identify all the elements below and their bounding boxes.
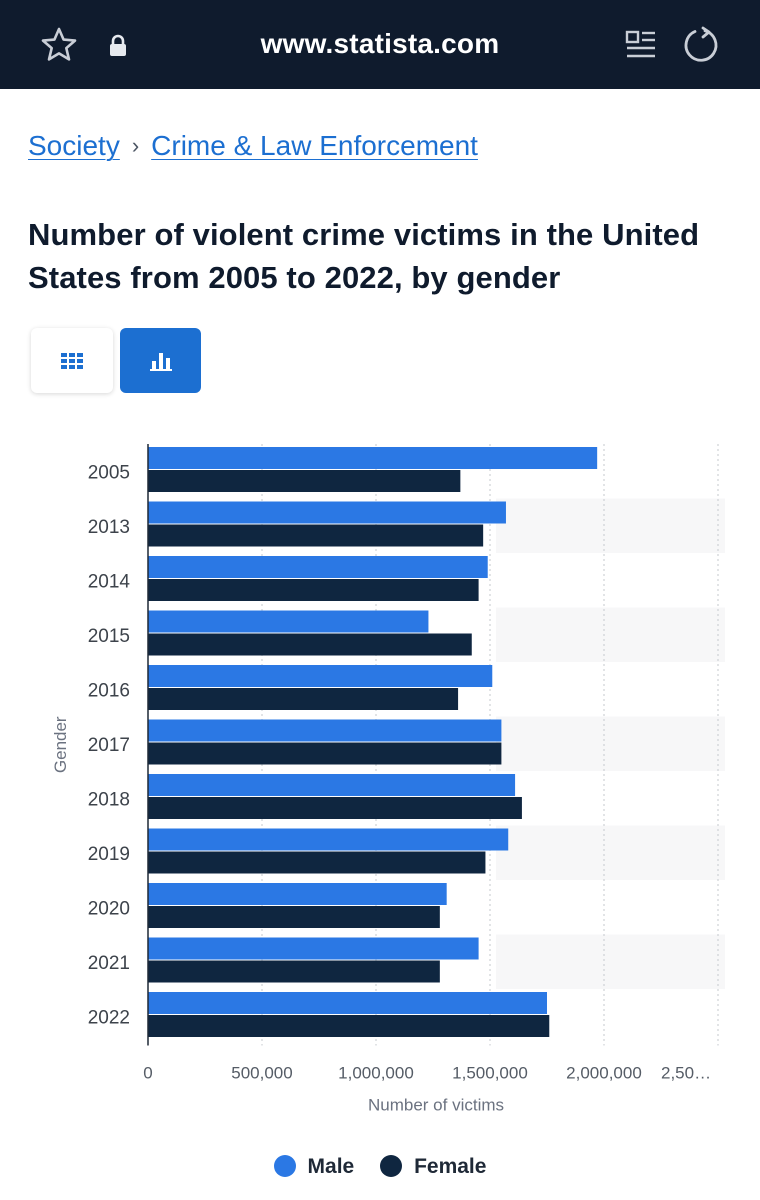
x-tick-label: 500,000 [231,1064,292,1083]
bar-female-2005 [148,470,461,492]
x-axis-title: Number of victims [368,1096,504,1115]
y-axis-title: Gender [51,716,70,773]
bar-female-2022 [148,1015,550,1037]
y-tick-label: 2020 [88,898,130,919]
row-band [496,934,725,989]
bar-female-2021 [148,960,440,983]
bar-chart: 2005 2013 2014 2015 2016 2017 2018 2019 2020 2021… [51,444,725,1115]
row-band [496,825,725,880]
row-band [496,716,725,771]
bar-female-2018 [148,797,522,819]
bar-female-2019 [148,851,486,874]
x-tick-label: 1,500,000 [452,1064,528,1083]
x-tick-label: 1,000,000 [338,1064,414,1083]
y-tick-label: 2021 [88,953,130,974]
x-tick-label: 2,000,000 [566,1064,642,1083]
bar-male-2021 [148,937,479,960]
y-tick-label: 2015 [88,626,130,647]
bar-female-2020 [148,906,440,928]
legend-item-female[interactable]: Female [380,1155,486,1179]
bar-male-2018 [148,774,516,796]
breadcrumb-link-society[interactable]: Society [28,130,120,161]
bar-male-2019 [148,828,509,851]
y-tick-label: 2018 [88,789,130,810]
table-view-button[interactable] [31,328,113,393]
bar-female-2013 [148,524,484,547]
page-title: Number of violent crime victims in the U… [28,217,700,295]
breadcrumb-separator: › [131,133,140,158]
bar-male-2022 [148,992,547,1014]
bar-male-2016 [148,665,493,687]
bar-female-2017 [148,742,502,765]
lock-icon [108,34,128,58]
y-tick-label: 2014 [88,571,131,592]
y-tick-label: 2013 [88,517,130,538]
bar-male-2014 [148,556,488,578]
reload-icon[interactable] [682,26,720,64]
legend-label-female: Female [414,1155,487,1178]
star-icon[interactable] [40,27,78,63]
breadcrumb: Society › Crime & Law Enforcement [28,130,478,162]
bar-female-2015 [148,633,472,656]
row-band [496,498,725,553]
y-tick-label: 2005 [88,462,130,483]
bar-male-2017 [148,719,502,742]
bar-female-2016 [148,688,459,710]
bar-female-2014 [148,579,479,601]
address-bar-url[interactable]: www.statista.com [260,28,500,59]
row-band [496,607,725,662]
bar-male-2020 [148,883,447,905]
bar-male-2015 [148,610,429,633]
legend-swatch-female [380,1155,403,1177]
bar-male-2005 [148,447,598,469]
y-tick-label: 2019 [88,844,130,865]
y-tick-label: 2017 [88,735,130,756]
x-tick-label: 2,50… [661,1064,711,1083]
legend-label-male: Male [307,1155,355,1178]
chart-legend: Male Female [0,1155,760,1179]
legend-swatch-male [273,1155,296,1177]
x-tick-label: 0 [143,1064,152,1083]
y-tick-label: 2016 [88,680,130,701]
bar-male-2013 [148,501,506,524]
reader-icon[interactable] [625,30,657,60]
y-tick-label: 2022 [88,1007,130,1028]
breadcrumb-link-crime-law-enforcement[interactable]: Crime & Law Enforcement [151,130,478,161]
chart-view-button[interactable] [120,328,201,393]
browser-toolbar: www.statista.com [0,0,760,89]
legend-item-male[interactable]: Male [273,1155,355,1179]
